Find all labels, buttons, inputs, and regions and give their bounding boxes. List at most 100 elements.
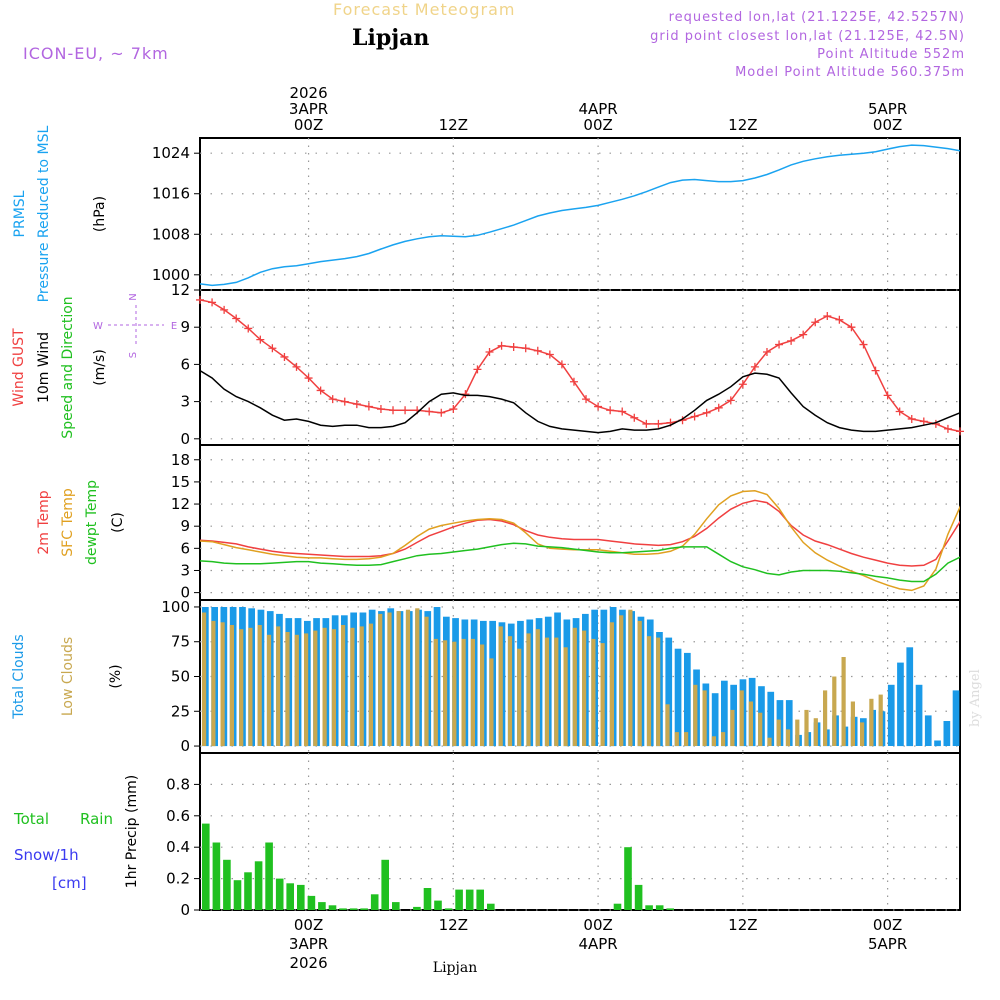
bar-low-clouds — [359, 626, 364, 746]
bar-total-rain — [370, 894, 379, 910]
bar-low-clouds — [591, 638, 596, 746]
gust-marker — [268, 344, 277, 353]
gust-marker — [196, 295, 204, 304]
station-name: Lipjan — [352, 25, 430, 51]
bar-low-clouds — [776, 719, 781, 746]
bar-total-rain — [476, 889, 484, 910]
bar-total-clouds — [924, 715, 932, 746]
bottom-time-label: 00Z — [583, 916, 612, 934]
gust-marker — [557, 360, 566, 369]
bar-total-clouds — [665, 637, 673, 747]
gust-marker — [956, 427, 964, 436]
bar-total-rain — [444, 908, 453, 910]
bar-low-clouds — [248, 627, 253, 746]
bar-total-clouds — [684, 652, 691, 747]
bar-total-rain — [613, 903, 622, 910]
gust-marker — [521, 344, 530, 353]
gust-marker — [449, 405, 458, 414]
gust-marker — [690, 412, 699, 421]
gust-marker — [606, 406, 615, 415]
gust-marker — [847, 323, 856, 332]
bar-total-rain — [634, 884, 643, 910]
bar-low-clouds — [507, 636, 513, 747]
y-tick-label: 75 — [171, 633, 190, 651]
bar-total-clouds — [906, 647, 914, 747]
gust-marker — [232, 314, 241, 323]
compass-cross-icon — [108, 305, 164, 345]
panel-temperature — [194, 444, 961, 601]
bar-low-clouds — [878, 694, 883, 747]
chart-title: Forecast Meteogram — [333, 0, 516, 19]
bar-low-clouds — [229, 625, 234, 746]
gust-marker — [304, 374, 313, 383]
top-time-label: 2026 — [289, 84, 327, 102]
gust-marker — [316, 386, 325, 395]
y-tick-label: 0.8 — [166, 775, 190, 793]
bar-low-clouds — [396, 611, 401, 746]
top-time-label: 12Z — [728, 116, 757, 134]
bottom-time-label: 5APR — [868, 935, 907, 953]
gust-marker — [943, 424, 952, 433]
bar-low-clouds — [285, 632, 290, 747]
bar-low-clouds — [387, 612, 392, 746]
y-axis-label: Low Clouds — [60, 637, 76, 716]
gust-marker — [775, 340, 784, 349]
bar-total-rain — [244, 872, 252, 910]
bar-low-clouds — [220, 622, 225, 747]
model-name: ICON-EU, ~ 7km — [23, 44, 169, 63]
bar-low-clouds — [415, 608, 420, 746]
bar-low-clouds — [433, 638, 438, 746]
gust-marker — [376, 405, 385, 414]
bar-total-rain — [202, 823, 210, 910]
bar-low-clouds — [498, 626, 503, 746]
series-line-wind-gust — [200, 299, 960, 433]
gust-marker — [919, 417, 928, 426]
bar-total-rain — [645, 905, 653, 910]
compass-north-label: N — [128, 293, 139, 300]
y-tick-label: 0 — [180, 737, 190, 755]
bar-total-rain — [233, 880, 242, 910]
model-point-altitude: Model Point Altitude 560.375m — [735, 65, 965, 80]
bar-low-clouds — [721, 732, 726, 746]
y-tick-label: 1024 — [152, 144, 190, 162]
gust-marker — [714, 403, 723, 412]
bar-total-clouds — [767, 691, 775, 746]
y-axis-label: 10m Wind — [36, 332, 52, 403]
panel-frame — [199, 289, 961, 446]
point-altitude: Point Altitude 552m — [817, 47, 965, 62]
gust-marker — [871, 366, 880, 375]
series-line-sfc-temp — [200, 490, 960, 592]
legend-rain: Rain — [80, 810, 113, 828]
bar-low-clouds — [239, 629, 244, 746]
bar-total-rain — [392, 902, 400, 910]
gust-marker — [859, 340, 868, 349]
gust-marker — [895, 407, 904, 416]
bar-low-clouds — [758, 712, 763, 747]
y-axis-label: (%) — [108, 664, 124, 688]
bar-total-rain — [254, 861, 263, 910]
bar-low-clouds — [656, 637, 661, 747]
footer-station: Lipjan — [433, 960, 477, 976]
series-line-10m-wind — [200, 369, 960, 434]
bar-low-clouds — [702, 690, 707, 746]
bar-low-clouds — [785, 729, 791, 747]
bar-total-rain — [286, 883, 294, 910]
bar-low-clouds — [378, 613, 383, 746]
bar-total-clouds — [785, 700, 793, 746]
gust-marker — [642, 419, 651, 428]
bar-low-clouds — [304, 633, 309, 747]
bar-total-clouds — [897, 662, 904, 747]
bar-low-clouds — [823, 690, 828, 746]
gust-marker — [401, 406, 410, 415]
y-tick-label: 15 — [171, 473, 190, 491]
bar-total-rain — [265, 842, 273, 910]
compass-east-label: E — [171, 321, 177, 332]
y-tick-label: 100 — [161, 598, 190, 616]
gust-marker — [509, 343, 518, 352]
y-tick-label: 1000 — [152, 266, 190, 284]
bar-low-clouds — [739, 690, 744, 746]
bar-low-clouds — [424, 616, 429, 747]
bar-low-clouds — [480, 644, 485, 746]
bar-low-clouds — [767, 737, 772, 746]
